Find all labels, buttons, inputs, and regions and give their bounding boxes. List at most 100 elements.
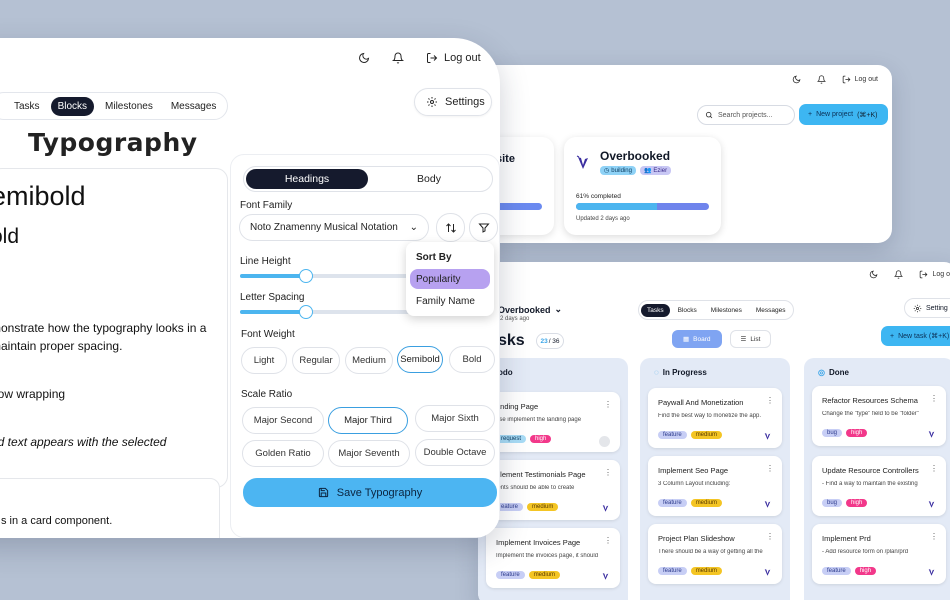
project-progress-bar bbox=[480, 203, 542, 210]
avatar-icon bbox=[763, 568, 772, 578]
settings-button[interactable]: Setting bbox=[904, 298, 950, 318]
task-card[interactable]: plement Testimonials Page ients should b… bbox=[486, 460, 620, 520]
tab-blocks[interactable]: Blocks bbox=[50, 96, 95, 116]
preview-paragraph-line: monstrate how the typography looks in a bbox=[0, 321, 207, 335]
board-view-button[interactable]: ▦ Board bbox=[672, 330, 722, 348]
task-card[interactable]: Implement Invoices Page Implement the in… bbox=[486, 528, 620, 588]
project-selector[interactable]: Overbooked ⌄ bbox=[498, 304, 562, 315]
line-height-slider[interactable] bbox=[240, 269, 440, 283]
slider-thumb[interactable] bbox=[299, 305, 313, 319]
settings-button[interactable]: Settings bbox=[414, 88, 492, 116]
tab-tasks[interactable]: Tasks bbox=[14, 100, 40, 112]
more-icon[interactable]: ⋮ bbox=[604, 400, 612, 409]
tag: high bbox=[846, 429, 868, 437]
logout-button[interactable]: Log out bbox=[842, 75, 878, 84]
new-task-button[interactable]: + New task (⌘+K) bbox=[881, 326, 950, 346]
more-icon[interactable]: ⋮ bbox=[930, 532, 938, 541]
logout-icon bbox=[842, 75, 851, 84]
segment-body[interactable]: Body bbox=[417, 173, 441, 185]
more-icon[interactable]: ⋮ bbox=[930, 394, 938, 403]
tab-messages[interactable]: Messages bbox=[755, 306, 786, 314]
column-header: odo bbox=[498, 368, 513, 377]
more-icon[interactable]: ⋮ bbox=[604, 468, 612, 477]
weight-regular[interactable]: Regular bbox=[292, 347, 340, 374]
team-badge-label: Ezier bbox=[653, 167, 668, 174]
list-view-button[interactable]: ☰ List bbox=[729, 330, 772, 348]
slider-fill bbox=[240, 274, 306, 278]
scale-major-seventh[interactable]: Major Seventh bbox=[328, 440, 410, 467]
tab-milestones[interactable]: Milestones bbox=[105, 100, 153, 112]
more-icon[interactable]: ⋮ bbox=[766, 464, 774, 473]
more-icon[interactable]: ⋮ bbox=[604, 536, 612, 545]
weight-light[interactable]: Light bbox=[241, 347, 287, 374]
more-icon[interactable]: ⋮ bbox=[766, 396, 774, 405]
segment-headings[interactable]: Headings bbox=[246, 169, 368, 189]
filter-button[interactable] bbox=[469, 213, 498, 242]
column-header: ◌ In Progress bbox=[654, 368, 707, 377]
logout-button[interactable]: Log out bbox=[426, 52, 481, 64]
typography-window: Log out Tasks Blocks Milestones Messages… bbox=[0, 38, 500, 538]
weight-bold[interactable]: Bold bbox=[449, 346, 495, 373]
task-card[interactable]: Implement Prd - Add resource form on /pl… bbox=[812, 524, 946, 584]
sort-option-popularity[interactable]: Popularity bbox=[410, 269, 490, 289]
avatar-icon bbox=[763, 432, 772, 442]
task-title: Paywall And Monetization bbox=[658, 398, 744, 407]
bell-icon[interactable] bbox=[392, 52, 404, 64]
search-projects-input[interactable]: Search projects... bbox=[697, 105, 795, 125]
bell-icon[interactable] bbox=[894, 270, 904, 279]
tag: high bbox=[530, 435, 552, 443]
board-icon: ▦ bbox=[683, 336, 690, 343]
font-family-select[interactable]: Noto Znamenny Musical Notation ⌄ bbox=[239, 214, 429, 241]
tab-tasks[interactable]: Tasks bbox=[641, 303, 670, 317]
project-logo-icon bbox=[576, 155, 590, 173]
new-project-button[interactable]: + New project (⌘+K) bbox=[799, 104, 888, 125]
task-desc: ients should be able to create bbox=[496, 485, 575, 491]
save-typography-button[interactable]: Save Typography bbox=[243, 478, 497, 507]
task-card[interactable]: Implement Seo Page 3 Column Layout inclu… bbox=[648, 456, 782, 516]
scale-double-octave[interactable]: Double Octave bbox=[415, 439, 495, 466]
weight-semibold[interactable]: Semibold bbox=[397, 346, 443, 373]
task-card[interactable]: Update Resource Controllers - Find a way… bbox=[812, 456, 946, 516]
typography-topbar: Log out bbox=[358, 52, 481, 64]
project-card-overbooked[interactable]: Overbooked ◷ building 👥 Ezier 61% comple… bbox=[564, 137, 721, 235]
tab-blocks[interactable]: Blocks bbox=[677, 306, 697, 314]
shortcut-hint: (⌘+K) bbox=[857, 111, 878, 119]
moon-icon[interactable] bbox=[792, 75, 801, 84]
sort-heading: Sort By bbox=[416, 252, 452, 263]
letter-spacing-slider[interactable] bbox=[240, 305, 440, 319]
scale-golden-ratio[interactable]: Golden Ratio bbox=[242, 440, 324, 467]
logout-label: Log out bbox=[854, 76, 878, 83]
task-card[interactable]: Paywall And Monetization Find the best w… bbox=[648, 388, 782, 448]
more-icon[interactable]: ⋮ bbox=[766, 532, 774, 541]
weight-medium[interactable]: Medium bbox=[345, 347, 393, 374]
tab-milestones[interactable]: Milestones bbox=[710, 306, 742, 314]
preview-wrapping-text: how wrapping bbox=[0, 387, 66, 401]
settings-label: Settings bbox=[445, 96, 485, 108]
slider-thumb[interactable] bbox=[299, 269, 313, 283]
task-title: Refactor Resources Schema bbox=[822, 396, 918, 405]
logout-button[interactable]: Log o bbox=[919, 270, 950, 279]
task-title: Update Resource Controllers bbox=[822, 466, 919, 475]
task-desc: Find the best way to monetize the app. bbox=[658, 413, 762, 419]
task-count-total: / 36 bbox=[548, 337, 560, 345]
tag: medium bbox=[690, 567, 723, 575]
moon-icon[interactable] bbox=[358, 52, 370, 64]
bell-icon[interactable] bbox=[816, 75, 826, 84]
scale-major-second[interactable]: Major Second bbox=[242, 407, 324, 434]
scale-major-third[interactable]: Major Third bbox=[328, 407, 408, 434]
tag: feature bbox=[822, 567, 851, 575]
task-title: anding Page bbox=[496, 402, 539, 411]
task-card[interactable]: anding Page ase implement the landing pa… bbox=[486, 392, 620, 452]
more-icon[interactable]: ⋮ bbox=[930, 464, 938, 473]
moon-icon[interactable] bbox=[869, 270, 878, 279]
page-title: Typography bbox=[28, 128, 198, 157]
task-card[interactable]: Refactor Resources Schema Change the "ty… bbox=[812, 386, 946, 446]
task-tags: bug high bbox=[822, 499, 868, 507]
tab-messages[interactable]: Messages bbox=[170, 100, 217, 112]
sort-option-family-name[interactable]: Family Name bbox=[416, 295, 475, 307]
sort-button[interactable] bbox=[436, 213, 465, 242]
avatar-icon bbox=[601, 504, 610, 514]
task-card[interactable]: Project Plan Slideshow There should be a… bbox=[648, 524, 782, 584]
scale-major-sixth[interactable]: Major Sixth bbox=[415, 405, 495, 432]
page-title: sks bbox=[498, 332, 525, 349]
